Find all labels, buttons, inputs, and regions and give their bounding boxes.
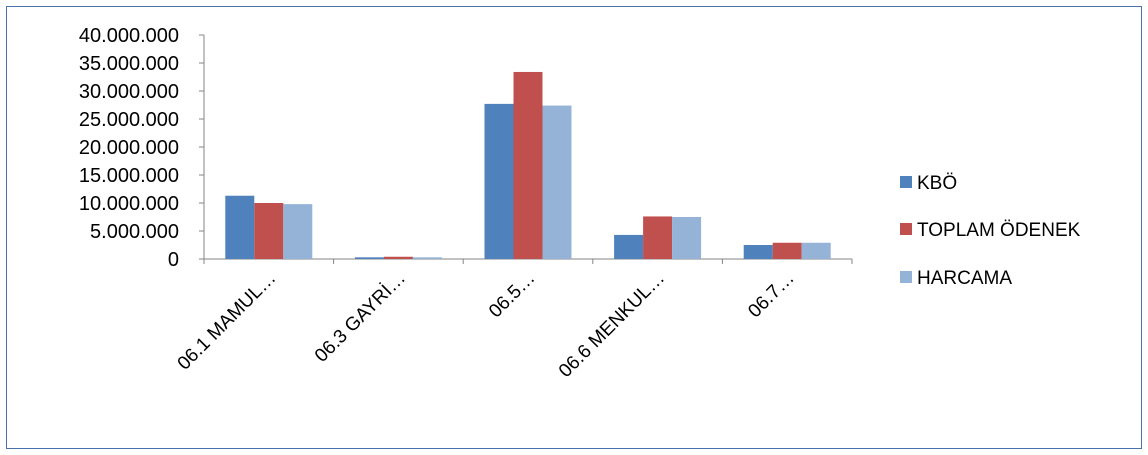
bar xyxy=(672,217,702,259)
bar xyxy=(743,245,773,259)
bar xyxy=(542,105,572,259)
x-axis-labels: 06.1 MAMUL… 06.3 GAYRİ… 06.5… 06.6 MENKUL… 0… xyxy=(174,259,853,382)
bar xyxy=(801,242,831,259)
legend-swatch xyxy=(900,223,912,235)
y-tick-label: 25.000.000 xyxy=(79,109,179,131)
x-category-label: 06.7… xyxy=(744,268,798,322)
y-tick-label: 40.000.000 xyxy=(79,25,179,47)
legend-label: KBÖ xyxy=(917,173,957,194)
bar xyxy=(283,204,313,259)
x-category-label: 06.1 MAMUL… xyxy=(174,268,281,375)
y-tick-label: 0 xyxy=(168,249,179,271)
y-tick-label: 15.000.000 xyxy=(79,165,179,187)
bar xyxy=(254,203,284,259)
bar xyxy=(513,71,543,260)
bar xyxy=(225,195,255,259)
bar xyxy=(643,216,673,259)
y-tick-label: 35.000.000 xyxy=(79,53,179,75)
x-category-label: 06.3 GAYRİ… xyxy=(311,268,410,367)
legend-swatch xyxy=(900,176,912,188)
y-tick-label: 30.000.000 xyxy=(79,81,179,103)
y-tick-label: 20.000.000 xyxy=(79,137,179,159)
bars xyxy=(225,71,831,260)
bar xyxy=(412,257,442,259)
legend-label: TOPLAM ÖDENEK xyxy=(917,220,1081,241)
x-category-label: 06.6 MENKUL… xyxy=(555,268,669,382)
x-category-label: 06.5… xyxy=(485,268,539,322)
chart-frame xyxy=(6,6,1142,449)
y-axis-ticks: 0 5.000.000 10.000.000 15.000.000 20.000.000… xyxy=(79,25,204,271)
bar xyxy=(383,256,413,259)
y-tick-label: 5.000.000 xyxy=(90,221,179,243)
y-tick-label: 10.000.000 xyxy=(79,193,179,215)
bar xyxy=(354,257,384,259)
legend: KBÖ TOPLAM ÖDENEK HARCAMA xyxy=(900,173,1081,289)
bar xyxy=(614,234,644,259)
legend-label: HARCAMA xyxy=(917,268,1012,289)
legend-swatch xyxy=(900,271,912,283)
bar xyxy=(484,103,514,259)
bar xyxy=(772,242,802,259)
